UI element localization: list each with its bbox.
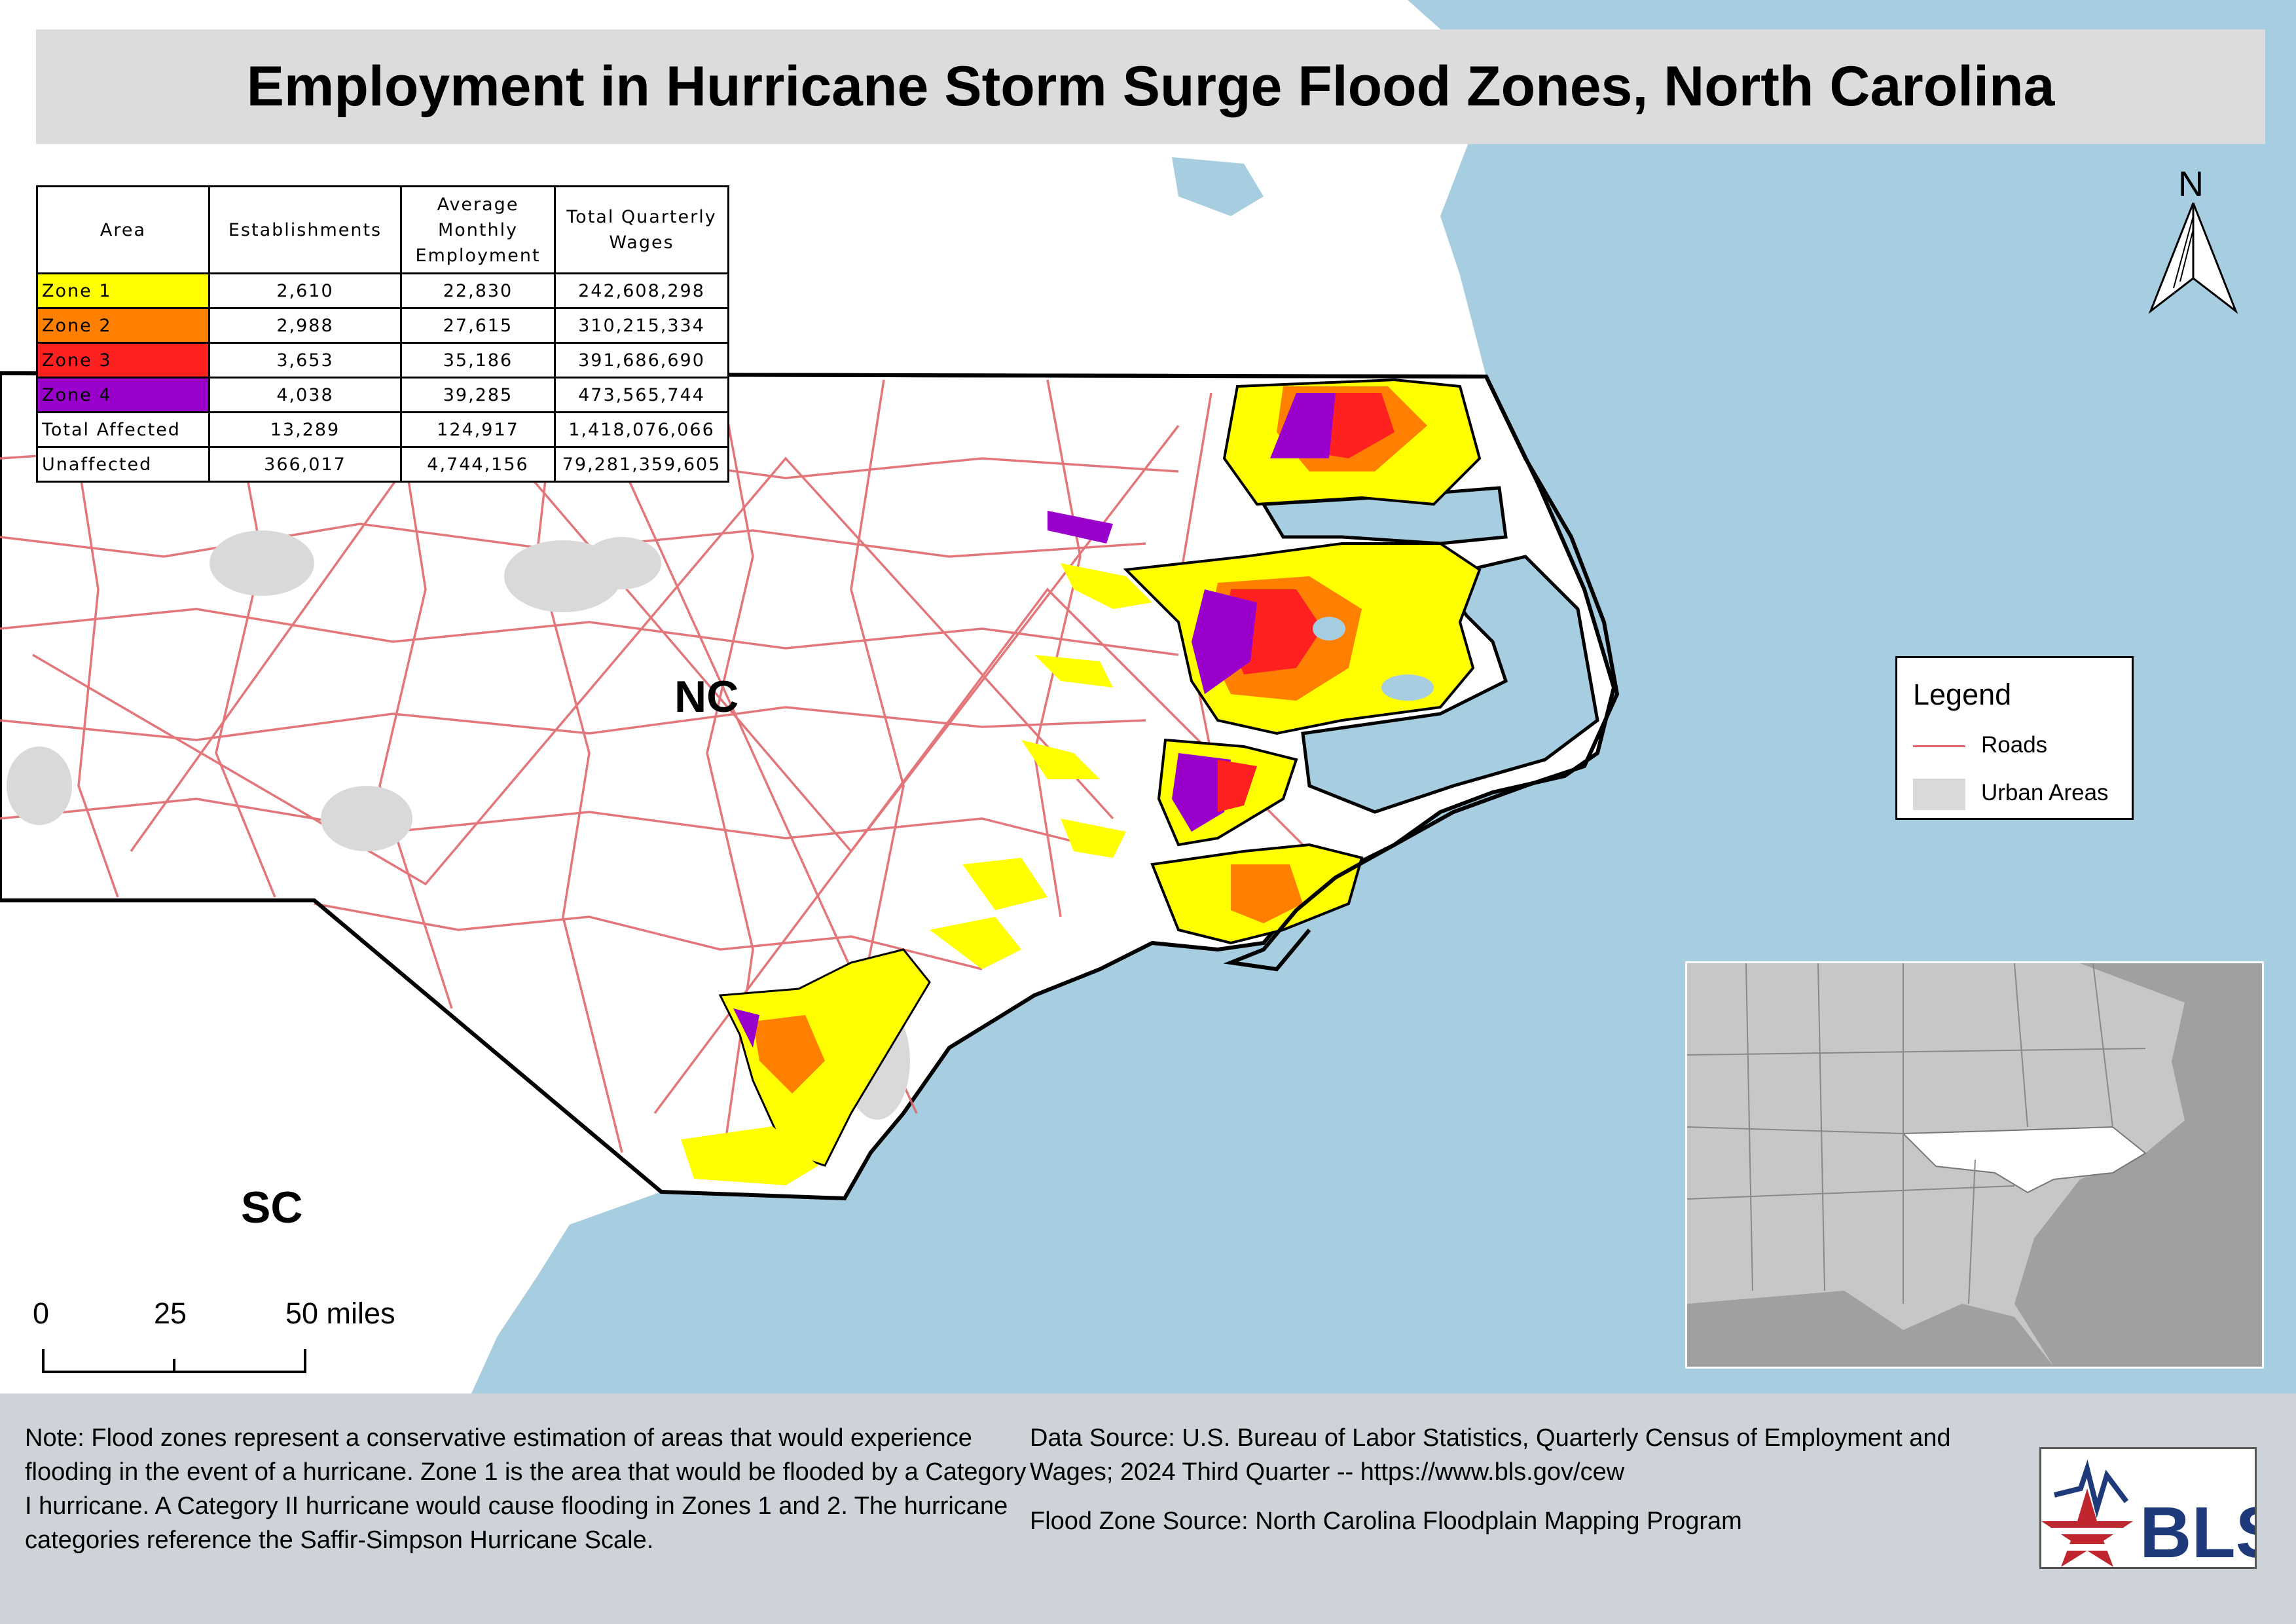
north-label: N <box>2178 164 2204 204</box>
map-title: Employment in Hurricane Storm Surge Floo… <box>246 55 2055 118</box>
data-source: Data Source: U.S. Bureau of Labor Statis… <box>1030 1424 1951 1486</box>
table-row: Zone 1 2,610 22,830 242,608,298 <box>36 272 729 309</box>
header-employment: Average Monthly Employment <box>400 185 556 274</box>
table-header-row: Area Establishments Average Monthly Empl… <box>36 185 729 274</box>
cell-establishments: 13,289 <box>208 411 402 448</box>
bls-logo-icon: BLS <box>2041 1459 2284 1573</box>
outer-banks <box>1223 375 1620 972</box>
cell-employment: 35,186 <box>400 342 556 378</box>
nc-label: NC <box>674 672 739 722</box>
scale-bar-graphic <box>42 1349 306 1373</box>
cell-employment: 124,917 <box>400 411 556 448</box>
cell-establishments: 4,038 <box>208 377 402 413</box>
table-row: Zone 3 3,653 35,186 391,686,690 <box>36 342 729 378</box>
table-row: Total Affected 13,289 124,917 1,418,076,066 <box>36 411 729 448</box>
bls-logo-text: BLS <box>2140 1492 2255 1567</box>
employment-table: Area Establishments Average Monthly Empl… <box>36 185 729 483</box>
cell-employment: 22,830 <box>400 272 556 309</box>
cell-establishments: 2,988 <box>208 307 402 344</box>
header-establishments: Establishments <box>208 185 402 274</box>
footer: Note: Flood zones represent a conservati… <box>0 1393 2296 1624</box>
cell-wages: 310,215,334 <box>554 307 729 344</box>
header-area: Area <box>36 185 210 274</box>
roads-swatch <box>1913 745 1965 747</box>
cell-employment: 4,744,156 <box>400 446 556 483</box>
cell-area: Unaffected <box>36 446 210 483</box>
scale-label-0: 0 <box>33 1297 50 1330</box>
title-bar: Employment in Hurricane Storm Surge Floo… <box>36 29 2265 144</box>
roads-layer <box>0 379 1311 1179</box>
urban-areas-swatch <box>1913 779 1965 810</box>
bls-logo: BLS <box>2039 1447 2284 1573</box>
cell-establishments: 366,017 <box>208 446 402 483</box>
cell-area: Zone 2 <box>36 307 210 344</box>
north-arrow: N <box>2147 164 2239 318</box>
inset-locator-map <box>1685 961 2264 1369</box>
sc-label: SC <box>241 1183 303 1232</box>
scale-label-50: 50 miles <box>285 1297 395 1330</box>
scale-label-25: 25 <box>154 1297 187 1330</box>
cell-wages: 473,565,744 <box>554 377 729 413</box>
footer-note: Note: Flood zones represent a conservati… <box>25 1424 1027 1554</box>
header-wages: Total Quarterly Wages <box>554 185 729 274</box>
pamlico-sound <box>1301 555 1599 814</box>
cell-area: Zone 3 <box>36 342 210 378</box>
table-row: Zone 4 4,038 39,285 473,565,744 <box>36 377 729 413</box>
north-arrow-icon <box>2148 202 2238 314</box>
legend-title: Legend <box>1913 678 2012 711</box>
chesapeake-inlet <box>1172 157 1264 216</box>
inset-map-graphic <box>1687 963 2262 1367</box>
legend-urban-label: Urban Areas <box>1981 780 2109 805</box>
legend: Legend Roads Urban Areas <box>1895 656 2134 820</box>
south-carolina-land <box>0 900 661 1393</box>
cell-wages: 391,686,690 <box>554 342 729 378</box>
nc-sc-border <box>0 898 663 1194</box>
table-row: Unaffected 366,017 4,744,156 79,281,359,605 <box>36 446 729 483</box>
flood-zone-source: Flood Zone Source: North Carolina Floodp… <box>1030 1507 1742 1535</box>
cell-employment: 27,615 <box>400 307 556 344</box>
cell-establishments: 2,610 <box>208 272 402 309</box>
cell-wages: 79,281,359,605 <box>554 446 729 483</box>
cell-area: Zone 1 <box>36 272 210 309</box>
flood-zones-layer <box>681 378 1482 1185</box>
cell-wages: 242,608,298 <box>554 272 729 309</box>
cell-area: Total Affected <box>36 411 210 448</box>
legend-roads-label: Roads <box>1981 732 2048 758</box>
scale-bar: 0 25 50 miles <box>26 1297 419 1395</box>
cell-area: Zone 4 <box>36 377 210 413</box>
table-row: Zone 2 2,988 27,615 310,215,334 <box>36 307 729 344</box>
cell-establishments: 3,653 <box>208 342 402 378</box>
cell-employment: 39,285 <box>400 377 556 413</box>
cell-wages: 1,418,076,066 <box>554 411 729 448</box>
